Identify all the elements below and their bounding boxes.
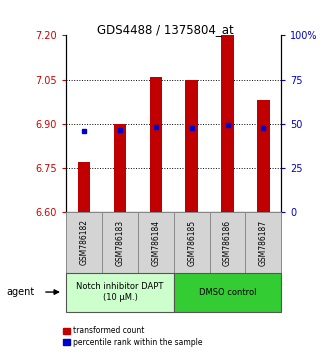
Legend: transformed count, percentile rank within the sample: transformed count, percentile rank withi… (64, 326, 202, 347)
FancyBboxPatch shape (174, 212, 210, 273)
Text: GSM786186: GSM786186 (223, 219, 232, 266)
Text: GSM786183: GSM786183 (116, 219, 124, 266)
FancyBboxPatch shape (246, 212, 281, 273)
Text: agent: agent (7, 287, 35, 297)
Text: GDS4488 / 1375804_at: GDS4488 / 1375804_at (97, 23, 234, 36)
Text: GSM786187: GSM786187 (259, 219, 268, 266)
Bar (257, 100, 270, 212)
FancyBboxPatch shape (210, 212, 246, 273)
Bar (150, 77, 162, 212)
FancyBboxPatch shape (66, 212, 102, 273)
Bar (78, 162, 90, 212)
Text: DMSO control: DMSO control (199, 287, 256, 297)
FancyBboxPatch shape (174, 273, 281, 312)
FancyBboxPatch shape (66, 273, 174, 312)
Text: GSM786185: GSM786185 (187, 219, 196, 266)
Bar (221, 35, 234, 212)
Bar (185, 80, 198, 212)
Text: GSM786184: GSM786184 (151, 219, 160, 266)
Text: GSM786182: GSM786182 (80, 219, 89, 266)
FancyBboxPatch shape (138, 212, 174, 273)
FancyBboxPatch shape (102, 212, 138, 273)
Text: Notch inhibitor DAPT
(10 μM.): Notch inhibitor DAPT (10 μM.) (76, 282, 164, 302)
Bar (114, 124, 126, 212)
